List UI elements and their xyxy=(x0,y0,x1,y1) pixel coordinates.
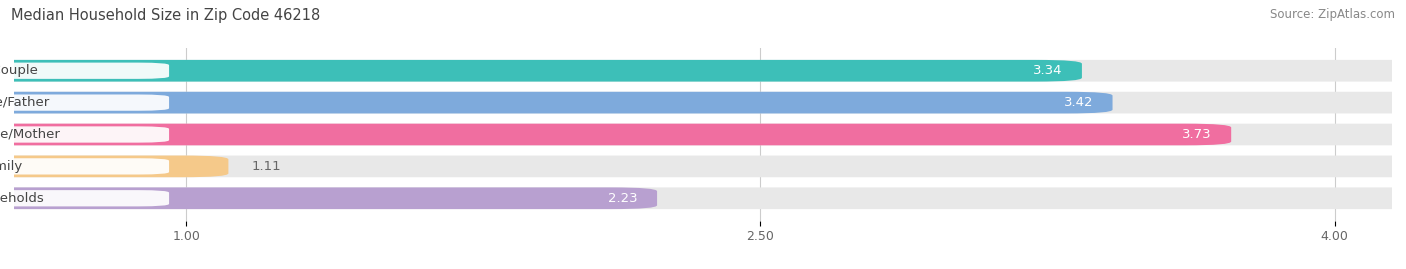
Text: Non-family: Non-family xyxy=(0,160,24,173)
Text: 3.73: 3.73 xyxy=(1182,128,1212,141)
FancyBboxPatch shape xyxy=(0,124,1406,145)
Text: Married-Couple: Married-Couple xyxy=(0,64,38,77)
Text: Median Household Size in Zip Code 46218: Median Household Size in Zip Code 46218 xyxy=(11,8,321,23)
Text: Single Female/Mother: Single Female/Mother xyxy=(0,128,59,141)
Text: 3.42: 3.42 xyxy=(1064,96,1094,109)
FancyBboxPatch shape xyxy=(0,158,169,175)
Text: 2.23: 2.23 xyxy=(609,192,638,205)
FancyBboxPatch shape xyxy=(0,63,169,79)
FancyBboxPatch shape xyxy=(0,94,169,111)
Text: Total Households: Total Households xyxy=(0,192,44,205)
FancyBboxPatch shape xyxy=(0,187,1406,209)
FancyBboxPatch shape xyxy=(0,190,169,206)
Text: Single Male/Father: Single Male/Father xyxy=(0,96,49,109)
Text: 1.11: 1.11 xyxy=(252,160,281,173)
FancyBboxPatch shape xyxy=(0,92,1406,114)
FancyBboxPatch shape xyxy=(0,60,1406,82)
Text: 3.34: 3.34 xyxy=(1033,64,1063,77)
Text: Source: ZipAtlas.com: Source: ZipAtlas.com xyxy=(1270,8,1395,21)
FancyBboxPatch shape xyxy=(0,124,1232,145)
FancyBboxPatch shape xyxy=(0,60,1083,82)
FancyBboxPatch shape xyxy=(0,92,1112,114)
FancyBboxPatch shape xyxy=(0,155,228,177)
FancyBboxPatch shape xyxy=(0,155,1406,177)
FancyBboxPatch shape xyxy=(0,187,657,209)
FancyBboxPatch shape xyxy=(0,126,169,143)
